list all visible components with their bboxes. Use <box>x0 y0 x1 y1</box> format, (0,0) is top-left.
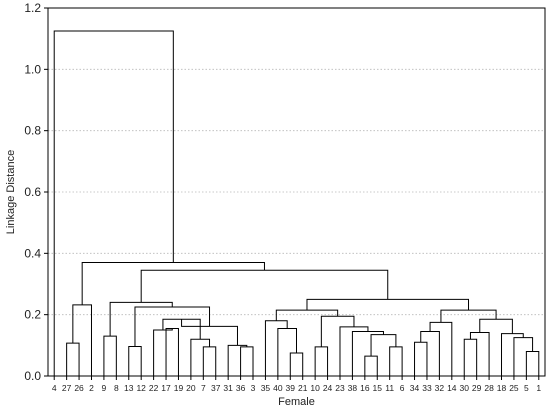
dendrogram-link <box>479 318 513 334</box>
leaf-label: 17 <box>161 383 171 393</box>
dendrogram-link <box>364 355 378 376</box>
y-tick-label: 0.4 <box>24 246 41 260</box>
leaf-label: 40 <box>273 383 283 393</box>
dendrogram-link <box>190 338 211 376</box>
dendrogram-link <box>513 337 534 376</box>
leaf-label: 8 <box>114 383 119 393</box>
dendrogram-link <box>72 304 92 376</box>
leaf-label: 29 <box>472 383 482 393</box>
leaf-label: 27 <box>62 383 72 393</box>
y-tick-label: 0.8 <box>24 124 41 138</box>
leaf-label: 14 <box>447 383 457 393</box>
dendrogram-link <box>429 321 453 376</box>
leaf-label: 12 <box>136 383 146 393</box>
y-tick-label: 1.0 <box>24 62 41 76</box>
dendrogram-link <box>227 344 248 376</box>
y-tick-label: 0.2 <box>24 308 41 322</box>
leaf-label: 31 <box>223 383 233 393</box>
dendrogram-link <box>306 298 470 311</box>
dendrogram-link <box>153 328 173 376</box>
y-axis-title: Linkage Distance <box>5 150 17 234</box>
dendrogram-link <box>440 309 497 323</box>
leaf-label: 5 <box>524 383 529 393</box>
dendrogram-link <box>66 342 80 376</box>
gridlines <box>48 7 545 316</box>
dendrogram-link <box>389 346 403 376</box>
dendrogram-link <box>275 309 339 321</box>
leaf-label: 23 <box>335 383 345 393</box>
leaf-label: 33 <box>422 383 432 393</box>
leaf-label: 7 <box>201 383 206 393</box>
y-tick-label: 1.2 <box>24 1 41 15</box>
leaf-label: 4 <box>52 383 57 393</box>
leaf-label: 11 <box>385 383 394 393</box>
leaf-label: 2 <box>89 383 94 393</box>
dendrogram-tree <box>53 30 540 376</box>
leaf-label: 38 <box>348 383 358 393</box>
dendrogram-link <box>370 334 397 357</box>
dendrogram-link <box>525 350 540 376</box>
dendrogram-link <box>81 262 265 305</box>
dendrogram-link <box>463 338 478 376</box>
leaf-label: 32 <box>435 383 445 393</box>
leaf-label: 16 <box>360 383 370 393</box>
leaf-label: 25 <box>509 383 519 393</box>
dendrogram-link <box>53 30 174 376</box>
leaf-label: 21 <box>298 383 308 393</box>
leaf-label: 36 <box>236 383 246 393</box>
dendrogram-link <box>414 341 428 376</box>
leaf-label: 6 <box>400 383 405 393</box>
dendrogram-link <box>420 331 440 376</box>
leaf-label: 37 <box>211 383 221 393</box>
leaf-label: 39 <box>286 383 296 393</box>
dendrogram-link <box>202 346 217 376</box>
leaf-label: 13 <box>124 383 134 393</box>
dendrogram-link <box>128 346 142 376</box>
dendrogram-link <box>501 333 524 376</box>
y-tick-label: 0.6 <box>24 185 41 199</box>
leaf-label: 26 <box>74 383 84 393</box>
dendrogram-link <box>314 346 329 376</box>
leaf-label: 18 <box>497 383 507 393</box>
dendrogram-link <box>289 352 304 376</box>
y-tick-label: 0.0 <box>24 369 41 383</box>
dendrogram-link <box>264 320 288 376</box>
leaf-label: 15 <box>373 383 383 393</box>
x-axis-title: Female <box>278 396 315 408</box>
leaf-label: 20 <box>186 383 196 393</box>
leaf-label: 34 <box>410 383 420 393</box>
axes: 0.00.20.40.60.81.01.24 27 26 2 9 8 13 12 22 17 19 2… <box>24 1 546 393</box>
dendrogram-link <box>165 327 179 376</box>
leaf-label: 10 <box>310 383 320 393</box>
leaf-label: 1 <box>536 383 541 393</box>
leaf-label: 9 <box>102 383 107 393</box>
dendrogram-link <box>320 315 355 347</box>
dendrogram-link <box>140 269 389 303</box>
leaf-label: 19 <box>174 383 184 393</box>
dendrogram-link <box>277 327 297 376</box>
dendrogram-link <box>339 326 369 376</box>
leaf-label: 22 <box>149 383 159 393</box>
dendrogram-link <box>351 331 384 376</box>
dendrogram-link <box>103 335 117 376</box>
leaf-label: 28 <box>484 383 494 393</box>
dendrogram-link <box>240 346 254 376</box>
leaf-label: 35 <box>261 383 271 393</box>
leaf-label: 30 <box>460 383 470 393</box>
leaf-label: 24 <box>323 383 333 393</box>
leaf-label: 3 <box>251 383 256 393</box>
